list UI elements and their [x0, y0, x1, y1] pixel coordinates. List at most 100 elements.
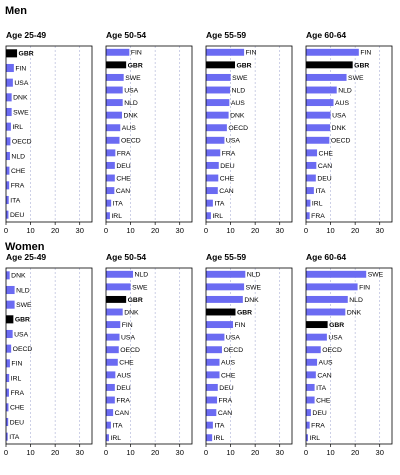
- bar-label-gbr: GBR: [19, 51, 34, 58]
- bar-label-ita: ITA: [113, 201, 124, 208]
- x-tick-label: 30: [176, 226, 184, 235]
- bar-che: [6, 403, 9, 412]
- bar-swe: [306, 73, 347, 81]
- bar-irl: [6, 122, 11, 131]
- bar-label-nld: NLD: [135, 272, 149, 279]
- bar-label-nld: NLD: [338, 87, 352, 94]
- bar-label-swe: SWE: [348, 75, 364, 82]
- bar-ita: [206, 421, 213, 429]
- bar-ita: [206, 199, 213, 207]
- bar-can: [206, 187, 218, 195]
- bar-label-oecd: OECD: [331, 138, 351, 145]
- x-tick-label: 0: [104, 448, 108, 457]
- bar-label-deu: DEU: [312, 410, 326, 417]
- bar-swe: [206, 283, 245, 291]
- bar-label-can: CAN: [318, 163, 332, 170]
- x-tick-label: 0: [204, 226, 208, 235]
- bar-label-dnk: DNK: [13, 95, 28, 102]
- bar-dnk: [206, 295, 243, 303]
- bar-label-fin: FIN: [360, 50, 371, 57]
- plot-frame: [105, 267, 193, 445]
- bar-label-can: CAN: [115, 410, 129, 417]
- bar-label-can: CAN: [218, 410, 232, 417]
- plot-frame: [5, 267, 93, 445]
- bar-gbr: [106, 295, 127, 303]
- bar-oecd: [6, 344, 12, 353]
- x-tick-label: 0: [4, 226, 8, 235]
- bar-label-dnk: DNK: [230, 113, 245, 120]
- bar-irl: [206, 434, 213, 442]
- bar-nld: [106, 99, 123, 107]
- bar-oecd: [106, 136, 120, 144]
- plot-frame: [305, 267, 393, 445]
- bar-usa: [206, 333, 225, 341]
- bar-label-usa: USA: [121, 335, 135, 342]
- bar-label-usa: USA: [226, 138, 240, 145]
- panel-1-1: Age 50-54 NLD SWE GBR DNK FIN USA OECD CHE AUS DEU…: [104, 252, 193, 457]
- x-tick-label: 30: [376, 448, 384, 457]
- bar-aus: [306, 358, 318, 366]
- bar-fin: [6, 63, 14, 73]
- bar-usa: [6, 329, 13, 339]
- plot-frame: [305, 45, 393, 223]
- bar-nld: [206, 270, 246, 278]
- bar-label-usa: USA: [226, 335, 240, 342]
- bar-gbr: [6, 49, 18, 58]
- x-tick-label: 10: [26, 448, 34, 457]
- bar-label-dnk: DNK: [332, 125, 347, 132]
- bar-nld: [306, 295, 348, 303]
- bar-usa: [106, 86, 123, 94]
- bar-label-deu: DEU: [10, 419, 24, 426]
- bar-label-nld: NLD: [124, 100, 138, 107]
- bar-irl: [306, 434, 308, 442]
- x-tick-label: 20: [51, 448, 59, 457]
- bar-che: [6, 166, 10, 175]
- bar-label-gbr: GBR: [128, 62, 143, 69]
- bar-swe: [6, 300, 15, 309]
- bar-label-usa: USA: [328, 335, 342, 342]
- bar-label-swe: SWE: [132, 284, 148, 291]
- x-tick-label: 30: [76, 226, 84, 235]
- x-tick-label: 20: [351, 448, 359, 457]
- bar-label-irl: IRL: [214, 435, 225, 442]
- bar-label-fra: FRA: [11, 183, 25, 190]
- bar-can: [306, 161, 317, 169]
- bar-aus: [106, 124, 121, 132]
- bar-label-gbr: GBR: [237, 309, 252, 316]
- bar-label-che: CHE: [220, 175, 235, 182]
- bar-label-deu: DEU: [116, 385, 130, 392]
- bar-gbr: [6, 315, 14, 324]
- bar-usa: [106, 333, 120, 341]
- bar-fin: [306, 48, 359, 56]
- bar-label-swe: SWE: [368, 272, 384, 279]
- bar-label-fra: FRA: [116, 397, 130, 404]
- bar-label-fin: FIN: [11, 361, 22, 368]
- bar-label-fin: FIN: [246, 50, 257, 57]
- bar-can: [206, 409, 217, 417]
- bar-dnk: [106, 111, 122, 119]
- bar-label-oecd: OECD: [13, 346, 33, 353]
- x-tick-label: 30: [76, 448, 84, 457]
- bar-label-fra: FRA: [311, 423, 325, 430]
- bar-fin: [106, 321, 121, 329]
- bar-label-nld: NLD: [349, 297, 363, 304]
- bar-label-fin: FIN: [131, 50, 142, 57]
- bar-usa: [206, 136, 225, 144]
- x-tick-label: 0: [304, 448, 308, 457]
- bar-label-oecd: OECD: [12, 139, 32, 146]
- bar-dnk: [306, 124, 331, 132]
- bar-ita: [6, 195, 9, 205]
- panel-1-2: Age 55-59 NLD SWE DNK GBR FIN USA OECD AUS CHE DEU…: [204, 252, 293, 457]
- bar-label-ita: ITA: [9, 434, 20, 441]
- bar-oecd: [306, 136, 330, 144]
- bar-label-swe: SWE: [16, 302, 32, 309]
- bar-label-fra: FRA: [311, 213, 325, 220]
- bar-label-swe: SWE: [13, 109, 29, 116]
- bar-ita: [106, 199, 112, 207]
- bar-aus: [106, 371, 116, 379]
- bar-swe: [106, 73, 124, 81]
- x-tick-label: 10: [26, 226, 34, 235]
- panels: Age 25-49 GBR FIN USA DNK SWE IRL OECD NLD CHE FRA…: [4, 30, 393, 457]
- bar-label-che: CHE: [319, 150, 334, 157]
